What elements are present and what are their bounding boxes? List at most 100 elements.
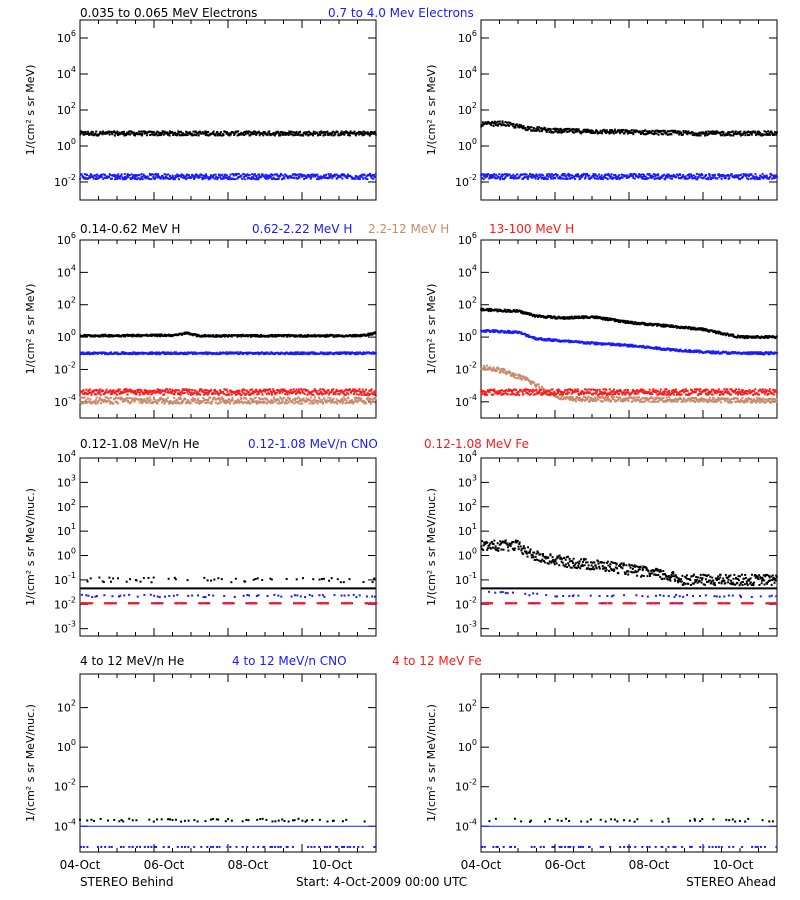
data-point bbox=[703, 329, 706, 332]
data-point bbox=[366, 131, 369, 134]
data-point bbox=[222, 397, 225, 400]
data-point bbox=[141, 401, 144, 404]
data-point bbox=[191, 397, 194, 400]
data-point bbox=[701, 173, 704, 176]
data-point bbox=[312, 401, 315, 404]
y-axis-label: 1/(cm² s sr MeV) bbox=[425, 65, 438, 156]
data-point bbox=[364, 176, 367, 179]
data-point bbox=[236, 400, 239, 403]
data-point bbox=[126, 399, 129, 402]
data-point bbox=[103, 351, 106, 354]
plot-frame bbox=[480, 19, 778, 201]
data-point bbox=[231, 399, 234, 402]
data-point bbox=[519, 125, 522, 128]
data-point bbox=[369, 333, 372, 336]
data-point bbox=[152, 175, 155, 178]
data-point bbox=[340, 131, 343, 134]
data-point bbox=[353, 396, 356, 399]
data-point bbox=[711, 173, 714, 176]
data-point bbox=[117, 173, 120, 176]
data-point bbox=[352, 389, 355, 392]
data-point bbox=[158, 134, 161, 137]
data-point bbox=[221, 396, 224, 399]
data-point bbox=[79, 177, 82, 180]
data-point bbox=[234, 393, 237, 396]
data-point bbox=[134, 389, 137, 392]
data-point bbox=[122, 352, 125, 355]
data-point bbox=[504, 121, 507, 124]
data-point bbox=[302, 134, 305, 137]
data-point bbox=[655, 174, 658, 177]
data-point bbox=[536, 127, 539, 130]
data-point bbox=[521, 125, 524, 128]
data-point bbox=[137, 390, 140, 393]
data-point bbox=[80, 402, 83, 405]
data-point bbox=[92, 391, 95, 394]
data-point bbox=[319, 400, 322, 403]
data-point bbox=[122, 398, 125, 401]
data-point bbox=[120, 174, 123, 177]
data-point bbox=[374, 396, 377, 399]
data-point bbox=[227, 133, 230, 136]
data-point bbox=[683, 177, 686, 180]
series-blue bbox=[480, 329, 778, 356]
data-point bbox=[95, 130, 98, 133]
data-point bbox=[94, 399, 97, 402]
data-point bbox=[333, 335, 336, 338]
data-point bbox=[750, 173, 753, 176]
data-point bbox=[608, 175, 611, 178]
data-point bbox=[570, 177, 573, 180]
data-point bbox=[317, 334, 320, 337]
data-point bbox=[311, 393, 314, 396]
data-point bbox=[173, 178, 176, 181]
data-point bbox=[181, 174, 184, 177]
data-point bbox=[507, 124, 510, 127]
data-point bbox=[207, 398, 210, 401]
data-point bbox=[631, 175, 634, 178]
data-point bbox=[123, 178, 126, 181]
data-point bbox=[625, 177, 628, 180]
data-point bbox=[302, 391, 305, 394]
data-point bbox=[167, 390, 170, 393]
data-point bbox=[362, 400, 365, 403]
data-point bbox=[294, 351, 297, 354]
data-point bbox=[372, 399, 375, 402]
data-point bbox=[681, 327, 684, 330]
data-point bbox=[268, 130, 271, 133]
data-point bbox=[281, 178, 284, 181]
y-tick-label: 104 bbox=[458, 65, 477, 81]
data-point bbox=[206, 134, 209, 137]
data-point bbox=[756, 178, 759, 181]
data-point bbox=[655, 129, 658, 132]
data-point bbox=[231, 177, 234, 180]
data-point bbox=[102, 173, 105, 176]
data-point bbox=[82, 402, 85, 405]
data-point bbox=[515, 330, 518, 333]
data-point bbox=[322, 176, 325, 179]
data-point bbox=[211, 400, 214, 403]
data-point bbox=[292, 173, 295, 176]
series-header-label: 0.62-2.22 MeV H bbox=[252, 222, 352, 236]
data-point bbox=[142, 391, 145, 394]
data-point bbox=[585, 128, 588, 131]
data-point bbox=[535, 173, 538, 176]
data-point bbox=[85, 132, 88, 135]
data-point bbox=[193, 177, 196, 180]
data-point bbox=[756, 130, 759, 133]
data-point bbox=[600, 177, 603, 180]
data-point bbox=[697, 328, 700, 331]
data-point bbox=[647, 177, 650, 180]
data-point bbox=[352, 393, 355, 396]
data-point bbox=[88, 388, 91, 391]
data-point bbox=[769, 133, 772, 136]
data-point bbox=[664, 178, 667, 181]
data-point bbox=[283, 177, 286, 180]
data-point bbox=[684, 175, 687, 178]
data-point bbox=[704, 134, 707, 137]
data-point bbox=[187, 392, 190, 395]
data-point bbox=[334, 392, 337, 395]
data-point bbox=[594, 131, 597, 134]
data-point bbox=[152, 389, 155, 392]
data-point bbox=[328, 400, 331, 403]
data-point bbox=[218, 134, 221, 137]
